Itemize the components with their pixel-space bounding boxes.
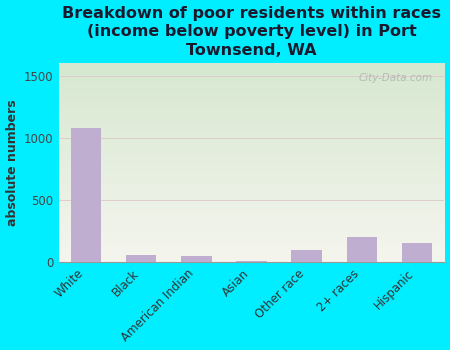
Bar xyxy=(71,128,101,262)
Text: City-Data.com: City-Data.com xyxy=(359,73,433,83)
Bar xyxy=(126,255,157,262)
Title: Breakdown of poor residents within races
(income below poverty level) in Port
To: Breakdown of poor residents within races… xyxy=(62,6,441,58)
Y-axis label: absolute numbers: absolute numbers xyxy=(5,99,18,226)
Bar xyxy=(346,237,377,262)
Bar xyxy=(402,244,432,262)
Bar xyxy=(292,250,322,262)
Bar xyxy=(181,256,212,262)
Bar xyxy=(236,261,267,262)
